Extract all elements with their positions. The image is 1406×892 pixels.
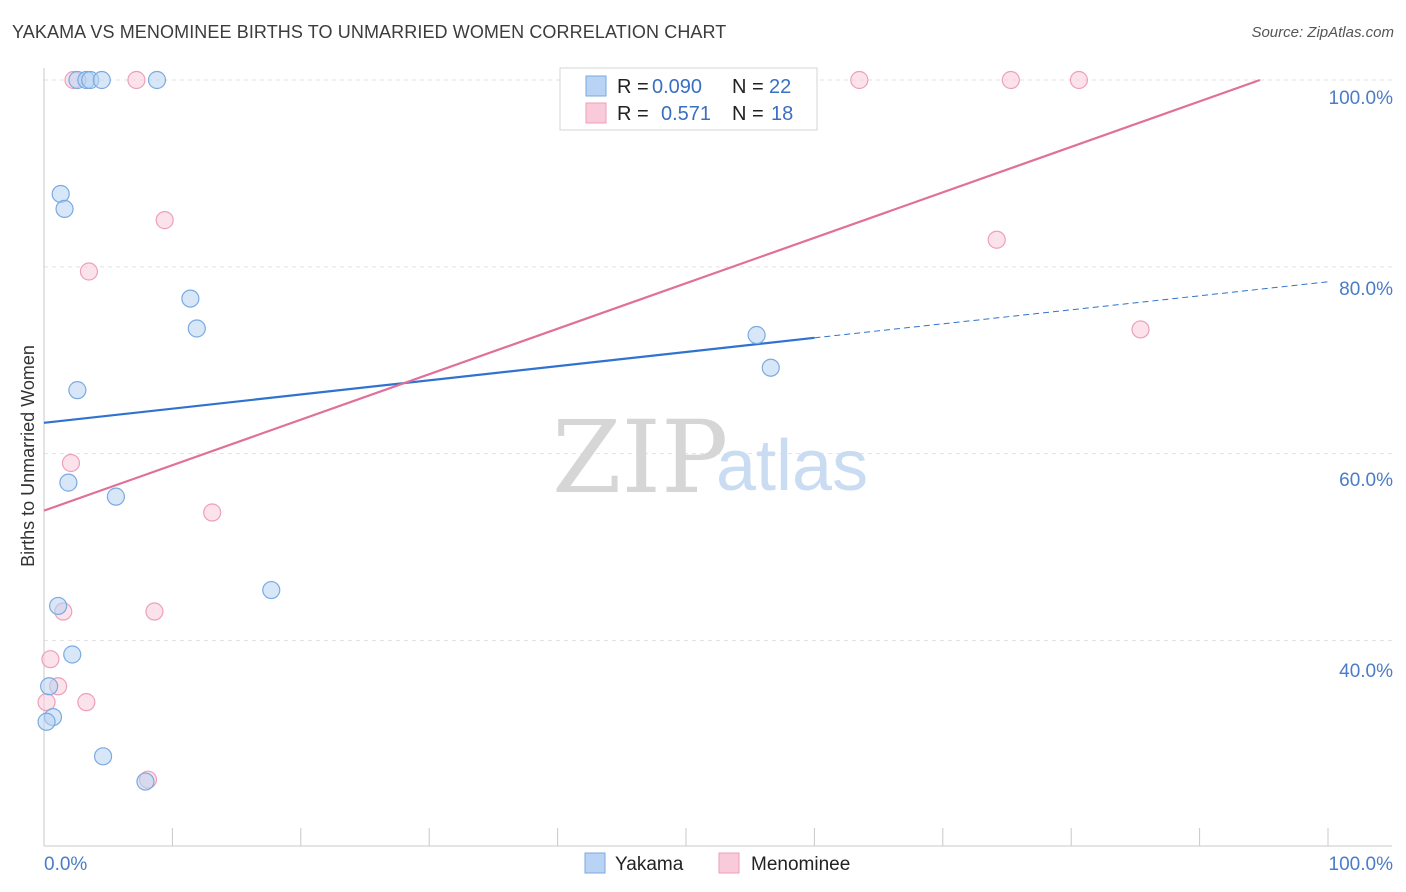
x-tick-label-0: 0.0% — [44, 854, 87, 875]
watermark-atlas: atlas — [716, 426, 868, 506]
bottom-legend-swatch-yakama — [584, 852, 606, 874]
data-points — [37, 70, 1150, 791]
legend-yakama-n-value: 22 — [769, 76, 791, 98]
legend-menominee-r-label: R = — [617, 103, 649, 125]
y-tick-label-40: 40.0% — [1339, 661, 1393, 682]
menominee-point-2 — [850, 70, 869, 90]
legend-swatch-yakama — [585, 75, 607, 97]
menominee-point-13 — [41, 650, 60, 669]
legend-yakama-r-value: 0.090 — [652, 76, 702, 98]
y-tick-labels: 100.0% 80.0% 60.0% 40.0% — [1329, 88, 1394, 682]
yakama-point-17 — [37, 712, 56, 731]
menominee-point-5 — [155, 211, 174, 230]
yakama-point-6 — [55, 199, 74, 219]
legend-yakama-n-label: N = — [732, 76, 764, 98]
trend-line-menominee — [43, 78, 1261, 512]
x-axis-ticks — [171, 828, 1329, 846]
yakama-point-8 — [187, 319, 206, 338]
menominee-point-10 — [203, 503, 222, 522]
trend-line-yakama-extension — [814, 281, 1329, 339]
bottom-legend-label-menominee: Menominee — [751, 854, 850, 875]
yakama-point-11 — [106, 487, 126, 506]
series-legend: Yakama Menominee — [584, 852, 850, 875]
yakama-point-15 — [40, 677, 59, 696]
trend-line-yakama — [43, 336, 815, 424]
yakama-point-19 — [136, 772, 155, 791]
legend-menominee-n-value: 18 — [771, 103, 793, 125]
menominee-point-8 — [1131, 320, 1150, 339]
menominee-point-16 — [77, 693, 96, 712]
watermark-zip: ZIP — [552, 399, 728, 516]
bottom-legend-swatch-menominee — [718, 852, 740, 874]
trend-lines — [43, 78, 1329, 512]
chart-source: Source: ZipAtlas.com — [1251, 24, 1394, 41]
menominee-point-3 — [1001, 70, 1020, 90]
grid-lines — [44, 79, 1392, 641]
legend-menominee-r-value: 0.571 — [661, 103, 711, 125]
chart-title: YAKAMA VS MENOMINEE BIRTHS TO UNMARRIED … — [12, 22, 727, 42]
yakama-point-10 — [59, 473, 78, 492]
menominee-point-7 — [987, 230, 1006, 249]
menominee-point-4 — [1069, 70, 1089, 90]
menominee-point-6 — [79, 262, 99, 281]
yakama-point-9 — [68, 381, 87, 400]
y-tick-label-60: 60.0% — [1339, 470, 1393, 491]
x-tick-label-100: 100.0% — [1329, 854, 1394, 875]
yakama-point-13 — [49, 596, 68, 616]
menominee-point-1 — [127, 70, 146, 90]
legend-swatch-menominee — [585, 102, 607, 124]
yakama-point-20 — [747, 325, 766, 345]
bottom-legend-label-yakama: Yakama — [615, 854, 684, 875]
yakama-point-12 — [262, 580, 281, 600]
yakama-point-7 — [181, 289, 200, 308]
yakama-point-5 — [51, 184, 70, 204]
legend-yakama-r-label: R = — [617, 76, 649, 98]
legend-menominee-n-label: N = — [732, 103, 764, 125]
menominee-point-12 — [145, 602, 164, 621]
menominee-point-9 — [61, 453, 81, 473]
yakama-point-18 — [93, 747, 113, 766]
y-tick-label-100: 100.0% — [1329, 88, 1394, 109]
yakama-point-3 — [92, 70, 111, 90]
yakama-point-14 — [63, 645, 82, 664]
y-axis-label: Births to Unmarried Women — [18, 345, 38, 567]
yakama-point-21 — [761, 358, 780, 377]
watermark: ZIP atlas — [552, 399, 868, 516]
correlation-legend: R = 0.090 N = 22 R = 0.571 N = 18 — [559, 67, 818, 131]
yakama-point-4 — [147, 70, 167, 90]
y-tick-label-80: 80.0% — [1339, 279, 1393, 300]
